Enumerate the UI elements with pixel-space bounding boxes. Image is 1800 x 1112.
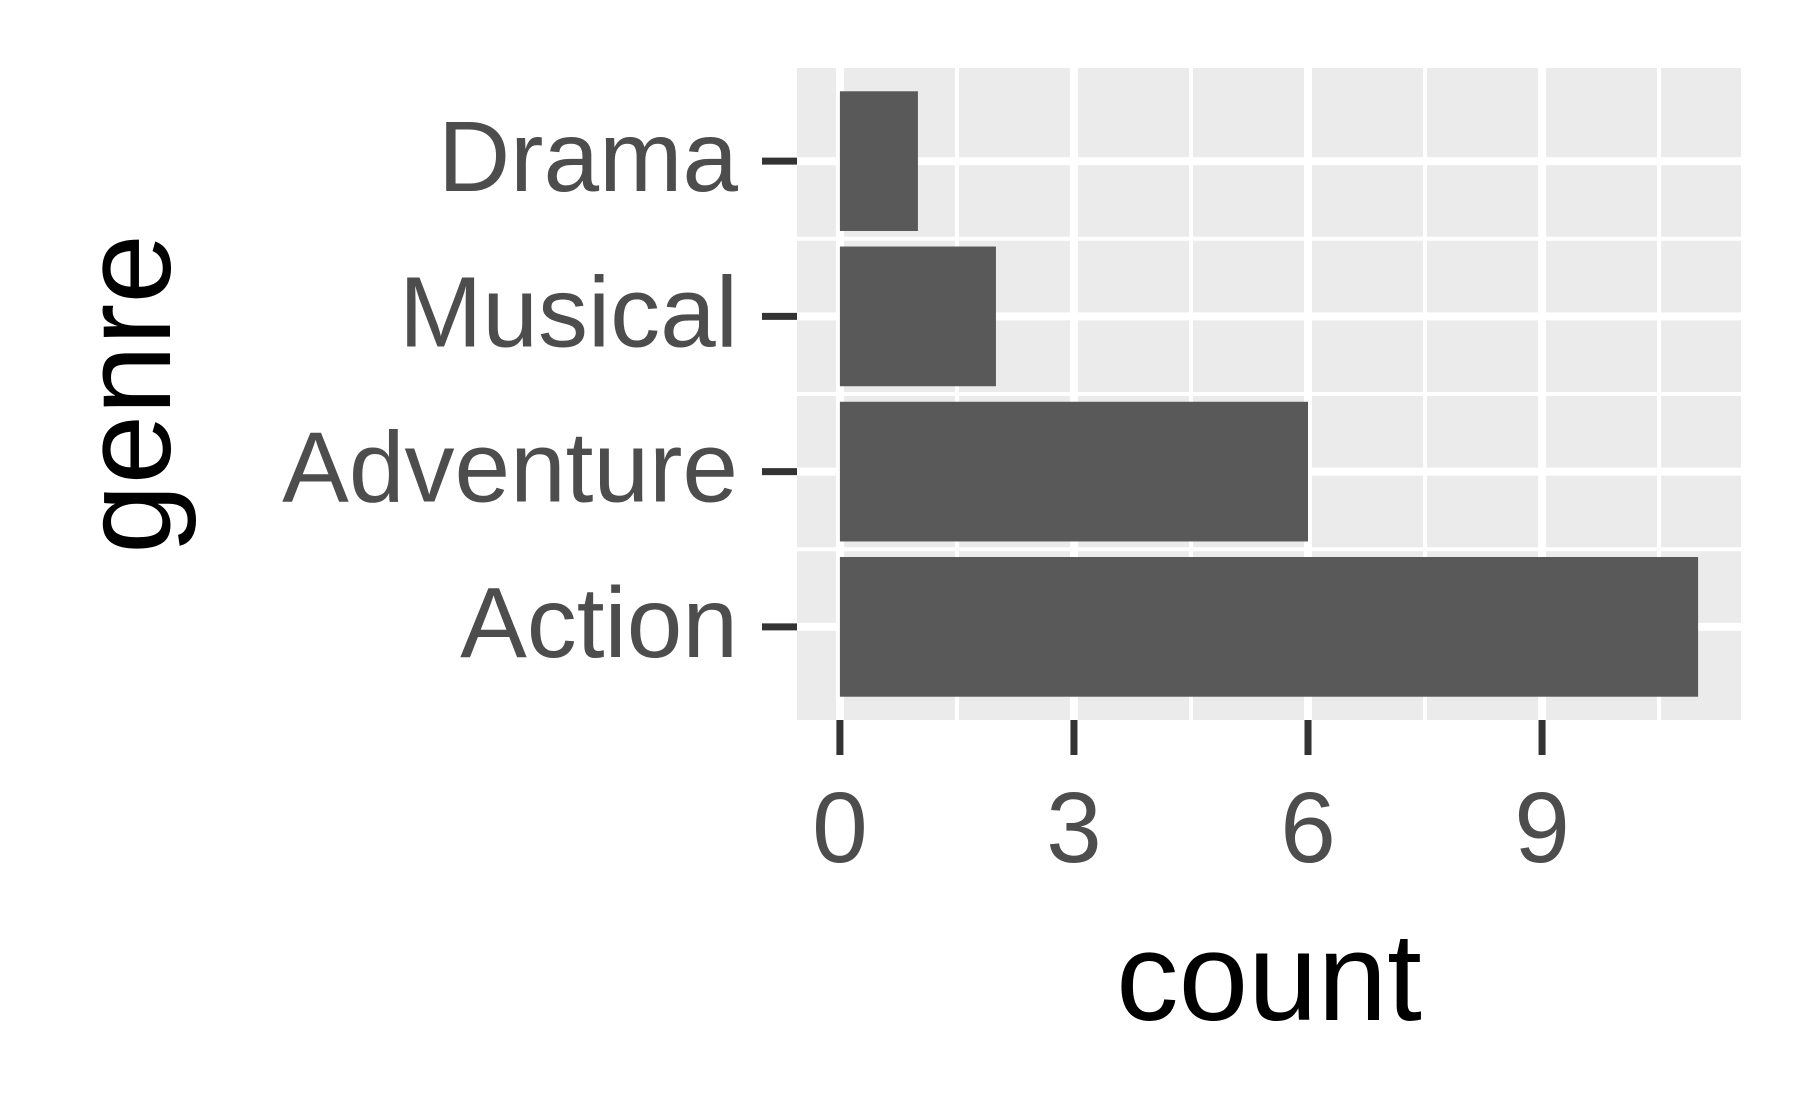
y-tick-label: Musical — [399, 256, 738, 368]
x-axis: 0 3 6 9 — [812, 720, 1570, 884]
bar-drama — [839, 91, 918, 232]
bar-action — [839, 557, 1699, 697]
x-tick-label: 0 — [812, 772, 868, 884]
x-tick-label: 3 — [1046, 772, 1102, 884]
bar-adventure — [839, 401, 1309, 542]
y-tick-label: Action — [460, 567, 738, 679]
bar-musical — [839, 246, 996, 387]
x-axis-title: count — [1116, 908, 1422, 1047]
y-tick-label: Adventure — [282, 412, 738, 524]
y-axis: Action Adventure Musical Drama — [282, 101, 797, 679]
x-tick-label: 6 — [1280, 772, 1336, 884]
bars — [839, 91, 1699, 697]
x-tick-label: 9 — [1514, 772, 1570, 884]
y-tick-label: Drama — [438, 101, 738, 213]
y-axis-title: genre — [58, 234, 197, 554]
